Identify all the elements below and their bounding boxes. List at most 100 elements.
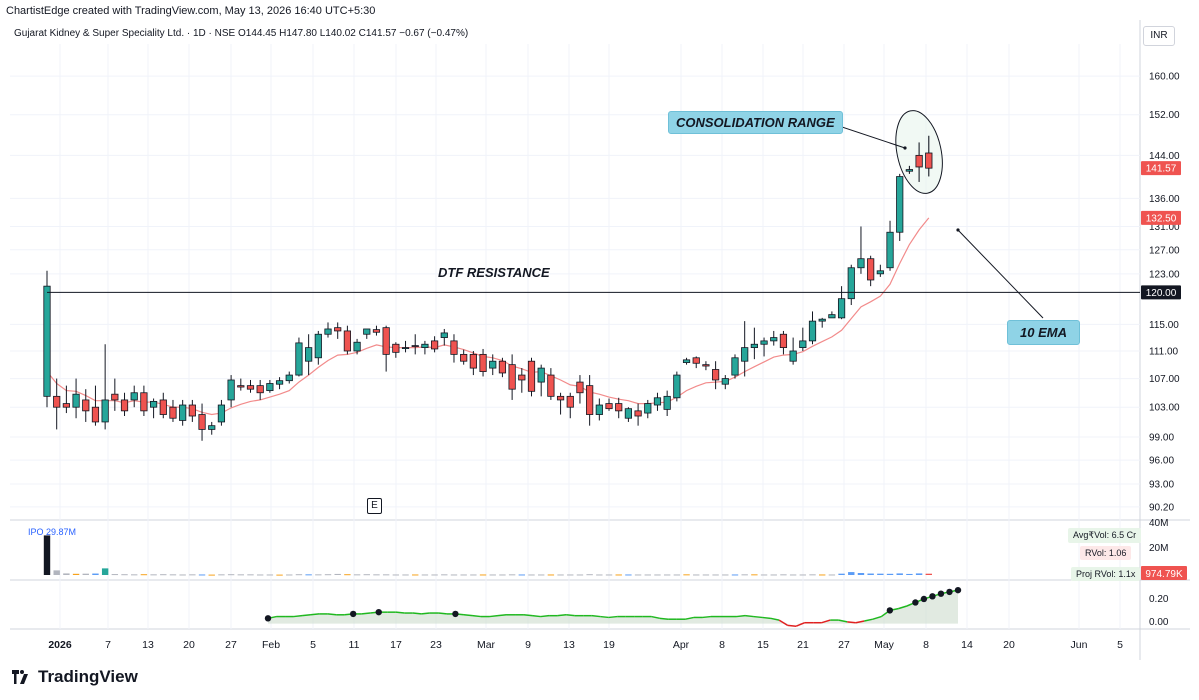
- volume-bar: [247, 574, 254, 576]
- price-tick-label: 107.00: [1149, 374, 1180, 385]
- candle-body: [314, 333, 322, 359]
- volume-bar: [886, 573, 894, 575]
- indicator-line-segment: [395, 611, 405, 614]
- volume-bar: [915, 573, 923, 575]
- indicator-line-segment: [659, 617, 669, 620]
- earnings-marker[interactable]: E: [367, 498, 382, 514]
- volume-bar: [528, 574, 535, 576]
- indicator-marker: [920, 595, 928, 603]
- volume-bar: [256, 574, 264, 576]
- volume-bar: [150, 574, 157, 576]
- volume-bar: [857, 573, 865, 575]
- currency-selector[interactable]: INR: [1143, 26, 1175, 46]
- volume-bar: [557, 574, 564, 576]
- candle-body: [653, 397, 662, 406]
- volume-bar: [140, 574, 148, 576]
- price-tick-label: 93.00: [1149, 479, 1174, 490]
- candle-body: [479, 353, 487, 372]
- indicator-marker: [375, 608, 382, 616]
- indicator-marker: [452, 610, 459, 618]
- candle-body: [896, 176, 904, 233]
- indicator-line-segment: [600, 615, 609, 619]
- volume-bar: [625, 574, 632, 576]
- volume-bar: [431, 574, 438, 576]
- indicator-area: [268, 590, 958, 624]
- indicator-line-segment: [412, 612, 422, 615]
- indicator-line-segment: [566, 614, 575, 617]
- time-tick-label: 20: [183, 639, 195, 651]
- tradingview-icon: [12, 670, 28, 684]
- ema-label: 10 EMA: [1007, 320, 1080, 345]
- candle-body: [847, 267, 855, 300]
- indicator-line-segment: [531, 614, 541, 618]
- time-tick-label: 27: [838, 639, 850, 651]
- volume-bar: [596, 574, 603, 576]
- volume-bar: [615, 574, 622, 576]
- volume-bar: [373, 574, 380, 576]
- indicator-line-segment: [497, 614, 507, 617]
- brand-text: TradingView: [38, 667, 138, 686]
- volume-bar: [848, 572, 855, 575]
- candle-body: [140, 392, 148, 412]
- volume-bar: [809, 574, 816, 576]
- volume-bar: [828, 574, 836, 576]
- volume-bar: [673, 574, 681, 576]
- candle-body: [556, 395, 565, 401]
- candle-body: [130, 392, 138, 401]
- candle-body: [111, 393, 119, 401]
- tradingview-logo[interactable]: TradingView: [10, 667, 138, 687]
- candle-body: [334, 327, 342, 332]
- volume-bar: [693, 574, 700, 576]
- candle-body: [624, 408, 633, 419]
- candle-body: [460, 353, 468, 362]
- indicator-line-segment: [540, 614, 550, 618]
- volume-bar: [722, 574, 729, 576]
- time-tick-label: May: [874, 639, 895, 651]
- price-tick-label: 131.00: [1149, 222, 1180, 233]
- candle-body: [508, 364, 516, 390]
- candle-body: [586, 385, 594, 415]
- volume-bar: [576, 574, 584, 576]
- candle-body: [750, 343, 758, 349]
- candle-body: [401, 347, 410, 350]
- candle-body: [731, 357, 739, 376]
- volume-bar: [508, 574, 516, 576]
- candle-body: [295, 342, 303, 376]
- candle-body: [576, 381, 584, 394]
- candle-body: [857, 258, 865, 269]
- indicator-marker: [946, 588, 953, 596]
- volume-bar: [179, 574, 186, 576]
- candle-body: [789, 350, 797, 362]
- time-tick-label: 5: [1117, 639, 1123, 651]
- candle-body: [634, 410, 642, 417]
- volume-bar: [741, 574, 748, 576]
- candle-body: [682, 359, 691, 363]
- volume-bar: [877, 573, 884, 575]
- volume-bar: [663, 574, 671, 576]
- last-price-badge: [1141, 161, 1181, 176]
- indicator-line-segment: [736, 614, 746, 618]
- candle-body: [760, 340, 768, 345]
- time-tick-label: 2026: [48, 639, 72, 651]
- volume-bar: [82, 573, 89, 575]
- volume-bar: [789, 574, 797, 576]
- indicator-line-segment: [770, 617, 780, 621]
- volume-bar: [315, 574, 322, 576]
- time-tick-label: 27: [225, 639, 237, 651]
- candle-body: [62, 403, 70, 408]
- volume-bar: [344, 574, 351, 576]
- last-volume-value: 974.79K: [1145, 569, 1183, 580]
- indicator-line-segment: [864, 618, 873, 622]
- volume-bar: [160, 574, 167, 576]
- symbol-info[interactable]: Gujarat Kidney & Super Speciality Ltd. ·…: [14, 28, 469, 39]
- candle-body: [324, 328, 332, 335]
- volume-bar: [121, 574, 128, 576]
- candle-body: [741, 347, 749, 362]
- volume-bar: [906, 573, 913, 575]
- volume-bar: [382, 574, 390, 576]
- volume-bar: [760, 574, 768, 576]
- candle-body: [905, 169, 914, 172]
- candle-body: [343, 330, 351, 352]
- candle-body: [217, 404, 226, 423]
